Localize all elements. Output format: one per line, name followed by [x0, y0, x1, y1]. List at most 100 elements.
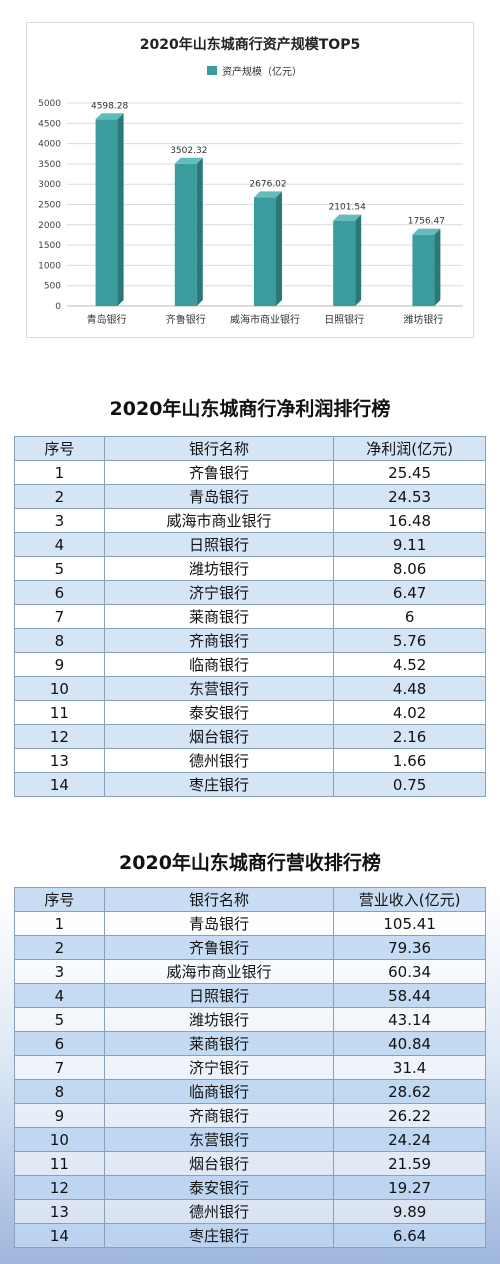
bar-value-label: 3502.32 — [170, 146, 207, 156]
value-cell: 0.75 — [333, 772, 486, 797]
y-tick-label: 4000 — [38, 140, 61, 150]
value-cell: 60.34 — [333, 959, 486, 984]
bar-side — [117, 113, 124, 306]
value-cell: 31.4 — [333, 1055, 486, 1080]
rank-cell: 11 — [14, 700, 105, 725]
bank-name-cell: 莱商银行 — [103, 1031, 335, 1056]
bank-name-cell: 德州银行 — [103, 1199, 335, 1224]
table-row: 12 泰安银行 19.27 — [14, 1175, 486, 1200]
bank-name-cell: 潍坊银行 — [103, 556, 335, 581]
rank-cell: 2 — [14, 935, 105, 960]
rank-cell: 2 — [14, 484, 105, 509]
legend-swatch — [207, 66, 217, 75]
table-row: 11 烟台银行 21.59 — [14, 1151, 486, 1176]
bank-name-cell: 青岛银行 — [103, 911, 335, 936]
profit-ranking-table: 序号 银行名称 净利润(亿元) 1 齐鲁银行 25.45 2 青岛银行 24.53 3 威海市商业银… — [14, 436, 486, 797]
table-row: 4 日照银行 58.44 — [14, 983, 486, 1008]
value-cell: 9.11 — [333, 532, 486, 557]
bar-front — [254, 197, 276, 306]
bank-name-cell: 枣庄银行 — [103, 772, 335, 797]
rank-cell: 5 — [14, 1007, 105, 1032]
bank-name-cell: 枣庄银行 — [103, 1223, 335, 1248]
table-row: 4 日照银行 9.11 — [14, 532, 486, 557]
rank-cell: 5 — [14, 556, 105, 581]
rank-cell: 13 — [14, 1199, 105, 1224]
y-tick-label: 4500 — [38, 119, 61, 129]
bank-name-cell: 济宁银行 — [103, 1055, 335, 1080]
table-row: 12 烟台银行 2.16 — [14, 724, 486, 749]
bar-side — [196, 157, 203, 306]
rank-cell: 9 — [14, 652, 105, 677]
bar-side — [355, 214, 362, 306]
table-row: 10 东营银行 24.24 — [14, 1127, 486, 1152]
value-cell: 79.36 — [333, 935, 486, 960]
profit-table-title: 2020年山东城商行净利润排行榜 — [109, 398, 391, 420]
bank-name-cell: 德州银行 — [103, 748, 335, 773]
value-cell: 16.48 — [333, 508, 486, 533]
bar — [95, 113, 124, 306]
table-row: 14 枣庄银行 0.75 — [14, 772, 486, 797]
y-tick-label: 0 — [55, 302, 61, 312]
table-row: 9 齐商银行 26.22 — [14, 1103, 486, 1128]
y-tick-label: 500 — [44, 282, 61, 292]
value-cell: 6.47 — [333, 580, 486, 605]
bank-name-cell: 烟台银行 — [103, 724, 335, 749]
rank-cell: 8 — [14, 1079, 105, 1104]
revenue-ranking-table: 序号 银行名称 营业收入(亿元) 1 青岛银行 105.41 2 齐鲁银行 79.36 3 威海市商… — [14, 887, 486, 1248]
bank-name-cell: 青岛银行 — [103, 484, 335, 509]
table-header-row: 序号 银行名称 净利润(亿元) — [14, 436, 486, 461]
value-cell: 24.53 — [333, 484, 486, 509]
bank-name-cell: 齐商银行 — [103, 628, 335, 653]
table-row: 13 德州银行 9.89 — [14, 1199, 486, 1224]
bar — [412, 228, 441, 306]
value-cell: 2.16 — [333, 724, 486, 749]
rank-cell: 13 — [14, 748, 105, 773]
table-row: 14 枣庄银行 6.64 — [14, 1223, 486, 1248]
x-category-label: 威海市商业银行 — [230, 313, 300, 326]
rank-cell: 6 — [14, 580, 105, 605]
table-row: 3 威海市商业银行 60.34 — [14, 959, 486, 984]
table-row: 1 齐鲁银行 25.45 — [14, 460, 486, 485]
bank-name-cell: 临商银行 — [103, 1079, 335, 1104]
x-category-label: 齐鲁银行 — [166, 313, 206, 326]
value-cell: 40.84 — [333, 1031, 486, 1056]
y-tick-label: 2500 — [38, 201, 61, 211]
bar-front — [333, 220, 356, 306]
x-category-label: 日照银行 — [324, 313, 364, 326]
y-tick-label: 2000 — [38, 221, 61, 231]
bank-name-cell: 威海市商业银行 — [103, 508, 335, 533]
chart-title: 2020年山东城商行资产规模TOP5 — [140, 36, 360, 53]
bank-name-cell: 齐鲁银行 — [103, 935, 335, 960]
value-cell: 5.76 — [333, 628, 486, 653]
column-header: 银行名称 — [103, 887, 335, 912]
bar-top — [412, 228, 441, 235]
rank-cell: 14 — [14, 772, 105, 797]
bank-name-cell: 齐商银行 — [103, 1103, 335, 1128]
rank-cell: 9 — [14, 1103, 105, 1128]
value-cell: 58.44 — [333, 983, 486, 1008]
bank-name-cell: 潍坊银行 — [103, 1007, 335, 1032]
x-category-label: 青岛银行 — [87, 313, 127, 326]
column-header: 营业收入(亿元) — [333, 887, 486, 912]
y-tick-label: 3000 — [38, 180, 61, 190]
rank-cell: 8 — [14, 628, 105, 653]
bank-name-cell: 莱商银行 — [103, 604, 335, 629]
rank-cell: 4 — [14, 532, 105, 557]
rank-cell: 7 — [14, 604, 105, 629]
rank-cell: 12 — [14, 1175, 105, 1200]
y-tick-label: 5000 — [38, 99, 61, 109]
rank-cell: 1 — [14, 911, 105, 936]
table-row: 13 德州银行 1.66 — [14, 748, 486, 773]
table-row: 8 临商银行 28.62 — [14, 1079, 486, 1104]
value-cell: 105.41 — [333, 911, 486, 936]
y-tick-label: 1500 — [38, 241, 61, 251]
bank-name-cell: 东营银行 — [103, 1127, 335, 1152]
value-cell: 8.06 — [333, 556, 486, 581]
value-cell: 4.02 — [333, 700, 486, 725]
bar-side — [434, 228, 441, 306]
bar-value-label: 4598.28 — [91, 101, 128, 111]
value-cell: 6 — [333, 604, 486, 629]
bank-name-cell: 济宁银行 — [103, 580, 335, 605]
revenue-table-title: 2020年山东城商行营收排行榜 — [119, 852, 381, 874]
bar — [333, 214, 362, 306]
